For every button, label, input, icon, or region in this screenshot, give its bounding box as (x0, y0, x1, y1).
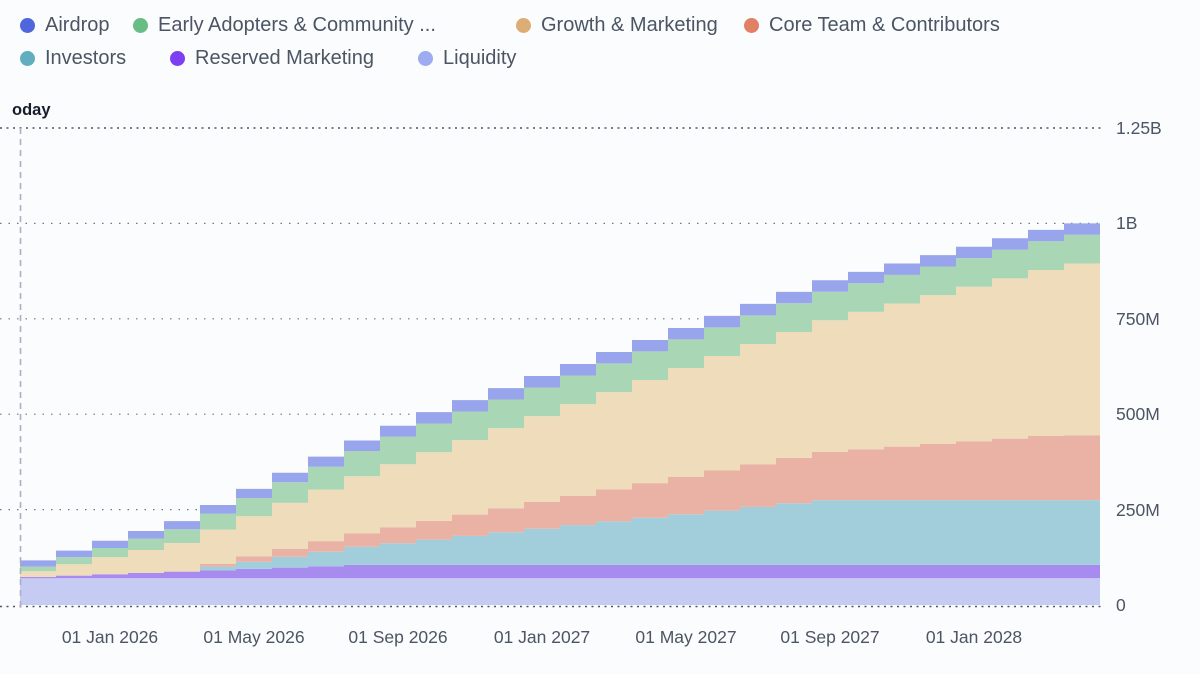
y-tick-0: 0 (1116, 595, 1126, 615)
legend-label: Investors (45, 47, 127, 69)
legend-label: Core Team & Contributors (769, 14, 1000, 36)
x-tick-01-jan-2028: 01 Jan 2028 (925, 627, 1023, 647)
legend-item-core-team-contributors[interactable]: Core Team & Contributors (744, 14, 1000, 37)
y-tick-1.25B: 1.25B (1116, 118, 1162, 138)
legend-item-early-adopters-community[interactable]: Early Adopters & Community ... (133, 14, 436, 37)
legend-label: Growth & Marketing (541, 14, 718, 36)
y-tick-500M: 500M (1116, 404, 1160, 425)
x-tick-01-sep-2027: 01 Sep 2027 (780, 627, 880, 647)
legend-label: Liquidity (443, 47, 517, 69)
legend-label: Reserved Marketing (195, 47, 374, 69)
area-early-adopters[interactable] (20, 234, 1100, 572)
x-tick-01-may-2026: 01 May 2026 (203, 627, 305, 647)
legend-item-liquidity[interactable]: Liquidity (418, 47, 516, 70)
area-liquidity[interactable] (20, 578, 1100, 605)
area-airdrop[interactable] (20, 223, 1100, 567)
x-tick-01-sep-2026: 01 Sep 2026 (348, 627, 448, 647)
legend-dot-icon (20, 51, 35, 66)
legend-dot-icon (418, 51, 433, 66)
today-label: oday (12, 101, 51, 119)
legend-label: Early Adopters & Community ... (158, 14, 436, 36)
legend-dot-icon (20, 18, 35, 33)
area-growth-marketing[interactable] (20, 263, 1100, 578)
x-tick-01-may-2027: 01 May 2027 (635, 627, 737, 647)
y-tick-1B: 1B (1116, 213, 1138, 234)
x-tick-01-jan-2027: 01 Jan 2027 (493, 627, 591, 647)
y-tick-250M: 250M (1116, 499, 1160, 520)
legend-item-reserved-marketing[interactable]: Reserved Marketing (170, 47, 374, 70)
legend-dot-icon (133, 18, 148, 33)
y-tick-750M: 750M (1116, 308, 1160, 329)
area-reserved-marketing[interactable] (20, 564, 1100, 579)
legend-item-investors[interactable]: Investors (20, 47, 126, 70)
legend-dot-icon (744, 18, 759, 33)
legend-dot-icon (516, 18, 531, 33)
legend-item-growth-marketing[interactable]: Growth & Marketing (516, 14, 718, 37)
legend-dot-icon (170, 51, 185, 66)
legend-label: Airdrop (45, 14, 110, 36)
area-core-team[interactable] (20, 435, 1100, 577)
x-tick-01-jan-2026: 01 Jan 2026 (61, 627, 159, 647)
legend-item-airdrop[interactable]: Airdrop (20, 14, 109, 37)
area-investors[interactable] (20, 500, 1100, 577)
